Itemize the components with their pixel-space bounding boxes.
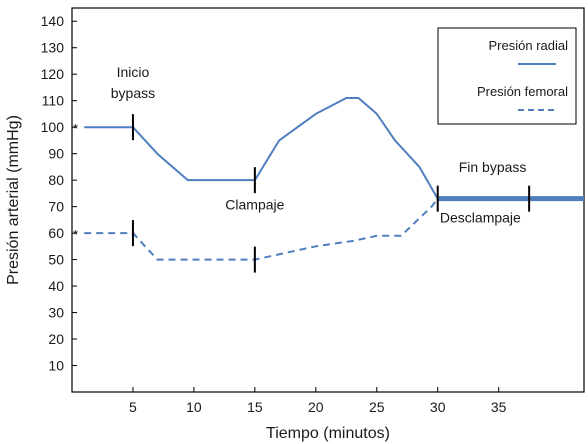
x-tick-label: 5	[129, 399, 137, 415]
axes: 10 20 30 40 50 60 70 80 90 100 110 120 130 140 5 10 15 20…	[5, 7, 585, 442]
annotations: * * Inicio bypass Clampaje Fin bypass Desclamp…	[73, 64, 526, 242]
x-tick-label: 25	[369, 399, 385, 415]
legend-label: Presión femoral	[477, 84, 568, 99]
y-tick-label: 30	[48, 305, 64, 321]
series-line-0	[84, 97, 584, 200]
event-marks	[131, 114, 531, 273]
y-tick-label: 140	[41, 13, 65, 29]
annotation: bypass	[111, 85, 155, 101]
y-tick-label: 90	[48, 146, 64, 162]
x-tick-label: 15	[247, 399, 263, 415]
y-tick-label: 100	[41, 119, 65, 135]
x-tick-label: 20	[308, 399, 324, 415]
series-group	[84, 97, 584, 261]
y-tick-label: 130	[41, 40, 65, 56]
y-tick-label: 20	[48, 331, 64, 347]
y-tick-label: 70	[48, 199, 64, 215]
x-tick-label: 30	[430, 399, 446, 415]
y-tick-label: 120	[41, 66, 65, 82]
y-tick-label: 10	[48, 358, 64, 374]
x-tick-label: 10	[186, 399, 202, 415]
legend-frame	[437, 27, 577, 125]
series-line-1	[84, 198, 439, 261]
asterisk: *	[73, 227, 78, 242]
legend: Presión radial Presión femoral	[437, 27, 577, 125]
annotation: Inicio	[117, 64, 150, 80]
annotation: Desclampaje	[440, 210, 521, 226]
y-tick-label: 40	[48, 278, 64, 294]
legend-label: Presión radial	[489, 38, 569, 53]
asterisk: *	[73, 121, 78, 136]
y-tick-label: 60	[48, 225, 64, 241]
x-tick-label: 35	[491, 399, 507, 415]
y-tick-label: 80	[48, 172, 64, 188]
y-tick-label: 50	[48, 252, 64, 268]
y-tick-label: 110	[42, 93, 65, 109]
annotation: Clampaje	[225, 196, 284, 212]
annotation: Fin bypass	[459, 159, 527, 175]
y-axis-label: Presión arterial (mmHg)	[5, 115, 22, 285]
x-axis-label: Tiempo (minutos)	[266, 425, 390, 442]
